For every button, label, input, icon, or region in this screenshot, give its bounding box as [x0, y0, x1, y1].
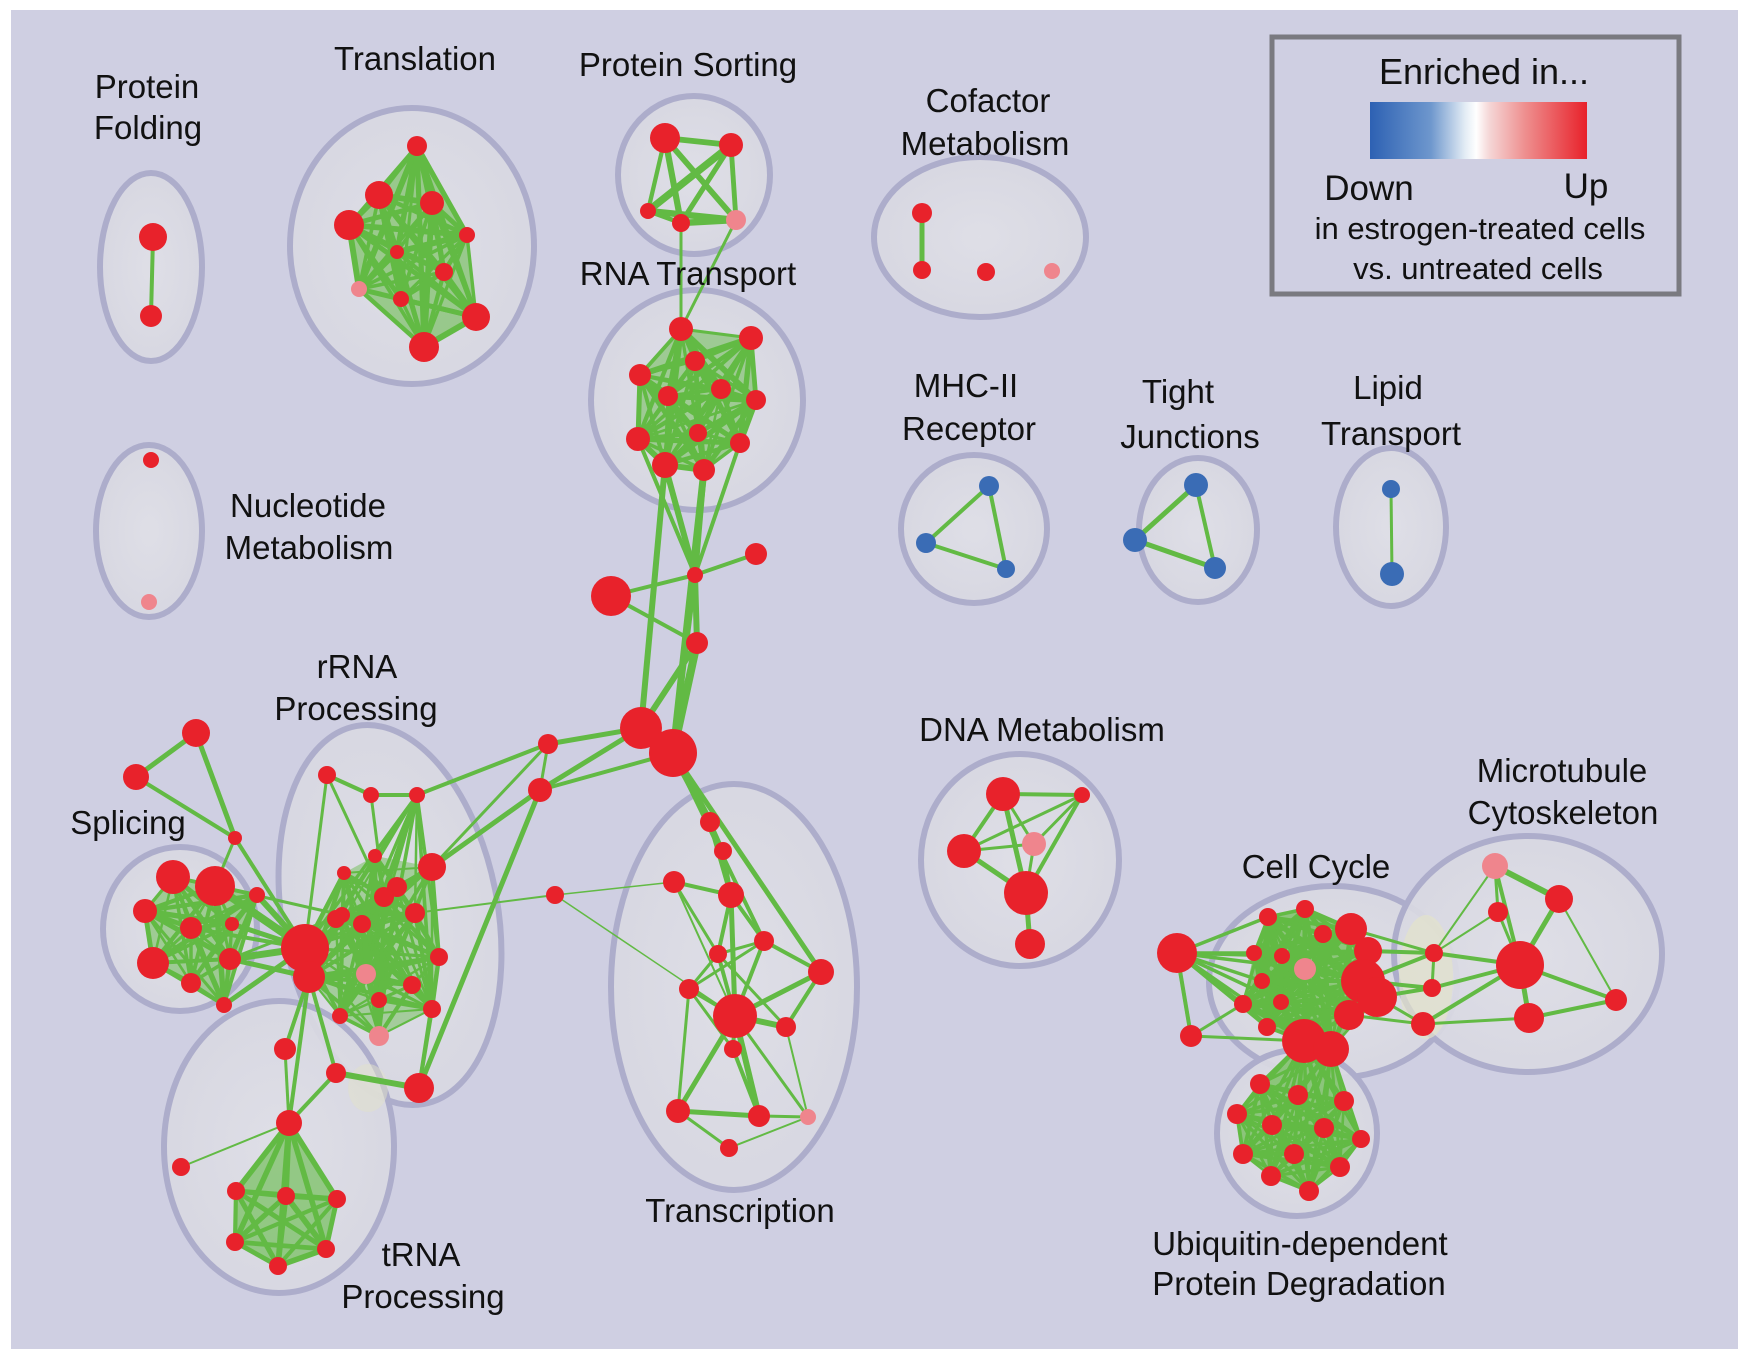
svg-text:Cofactor: Cofactor: [926, 82, 1051, 119]
svg-text:Metabolism: Metabolism: [225, 529, 394, 566]
svg-text:Down: Down: [1324, 169, 1413, 208]
svg-text:vs. untreated cells: vs. untreated cells: [1353, 251, 1603, 286]
svg-text:Transport: Transport: [1321, 415, 1461, 452]
svg-text:Processing: Processing: [341, 1278, 504, 1315]
svg-text:in estrogen-treated cells: in estrogen-treated cells: [1315, 211, 1646, 246]
svg-text:Ubiquitin-dependent: Ubiquitin-dependent: [1152, 1225, 1447, 1262]
svg-text:Transcription: Transcription: [645, 1192, 835, 1229]
svg-text:Cell Cycle: Cell Cycle: [1242, 848, 1391, 885]
svg-text:tRNA: tRNA: [382, 1236, 461, 1273]
svg-text:Folding: Folding: [94, 109, 202, 146]
svg-text:Junctions: Junctions: [1120, 418, 1259, 455]
svg-text:Protein Degradation: Protein Degradation: [1152, 1265, 1446, 1302]
svg-text:Up: Up: [1564, 167, 1609, 206]
svg-text:MHC-II: MHC-II: [914, 367, 1018, 404]
svg-text:Protein Sorting: Protein Sorting: [579, 46, 797, 83]
svg-text:rRNA: rRNA: [317, 648, 398, 685]
svg-text:DNA Metabolism: DNA Metabolism: [919, 711, 1165, 748]
svg-text:Microtubule: Microtubule: [1477, 752, 1648, 789]
svg-text:Tight: Tight: [1142, 373, 1214, 410]
svg-text:Processing: Processing: [274, 690, 437, 727]
svg-text:RNA Transport: RNA Transport: [580, 255, 796, 292]
svg-text:Splicing: Splicing: [70, 804, 186, 841]
svg-text:Translation: Translation: [334, 40, 496, 77]
svg-text:Lipid: Lipid: [1353, 369, 1423, 406]
svg-text:Receptor: Receptor: [902, 410, 1036, 447]
svg-text:Cytoskeleton: Cytoskeleton: [1468, 794, 1659, 831]
svg-text:Nucleotide: Nucleotide: [230, 487, 386, 524]
svg-text:Metabolism: Metabolism: [901, 125, 1070, 162]
svg-text:Enriched in...: Enriched in...: [1379, 51, 1589, 92]
svg-text:Protein: Protein: [95, 68, 200, 105]
